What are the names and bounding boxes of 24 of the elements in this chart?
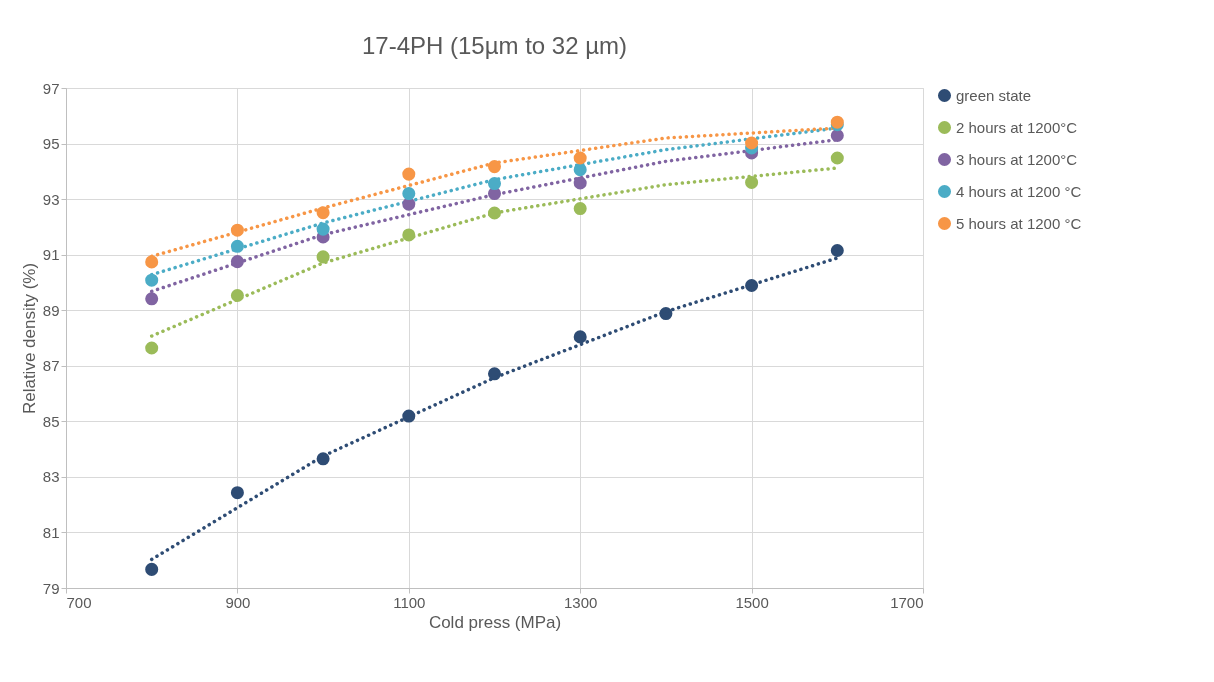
legend-label: green state bbox=[956, 86, 1032, 104]
x-axis-title: Cold press (MPa) bbox=[428, 612, 562, 632]
y-tick-label: 93 bbox=[42, 190, 60, 208]
y-tick-label: 79 bbox=[42, 579, 60, 597]
y-tick-label: 81 bbox=[42, 523, 60, 541]
x-tick-label: 700 bbox=[66, 593, 92, 611]
y-axis-title: Relative density (%) bbox=[19, 262, 39, 415]
y-tick-label: 95 bbox=[42, 135, 60, 153]
legend-label: 4 hours at 1200 °C bbox=[956, 182, 1082, 200]
y-tick-label: 87 bbox=[42, 357, 60, 375]
chart-title: 17-4PH (15µm to 32 µm) bbox=[361, 32, 628, 59]
legend-label: 5 hours at 1200 °C bbox=[956, 214, 1082, 232]
legend-label: 3 hours at 1200°C bbox=[956, 150, 1078, 168]
y-tick-label: 91 bbox=[42, 246, 60, 264]
y-tick-label: 83 bbox=[42, 468, 60, 486]
x-tick-label: 1500 bbox=[735, 593, 769, 611]
x-tick-label: 900 bbox=[225, 593, 251, 611]
legend-label: 2 hours at 1200°C bbox=[956, 118, 1078, 136]
y-tick-label: 97 bbox=[42, 79, 60, 97]
x-tick-label: 1100 bbox=[393, 593, 426, 611]
x-tick-label: 1700 bbox=[890, 593, 924, 611]
x-tick-label: 1300 bbox=[564, 593, 598, 611]
y-tick-label: 89 bbox=[42, 301, 60, 319]
y-tick-label: 85 bbox=[42, 412, 60, 430]
